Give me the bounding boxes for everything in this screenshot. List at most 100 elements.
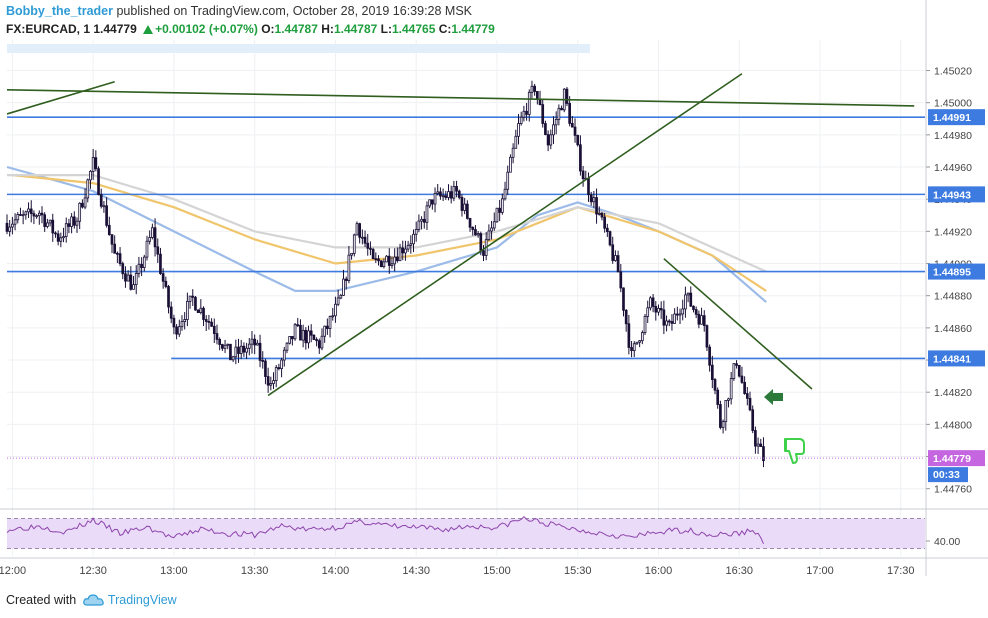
candle-body <box>78 202 82 222</box>
candle-body <box>202 307 205 320</box>
created-with-text: Created with <box>6 593 77 607</box>
x-tick-label: 17:30 <box>887 565 915 577</box>
candle-body <box>29 208 33 215</box>
current-price-tag <box>928 450 985 467</box>
candle-body <box>94 157 98 170</box>
level-tag <box>928 350 985 367</box>
candle-body <box>635 341 639 345</box>
candle-body <box>180 321 184 328</box>
candle-body <box>83 197 87 208</box>
candle-body <box>624 309 628 325</box>
candle-body <box>129 274 133 290</box>
y-tick-label: 1.44820 <box>934 387 972 399</box>
candle-body <box>250 338 254 345</box>
chart-grid <box>7 40 925 556</box>
candle-body <box>274 367 278 382</box>
candle-body <box>153 227 157 248</box>
close-value: 1.44779 <box>451 22 495 36</box>
author-name[interactable]: Bobby_the_trader <box>6 4 113 18</box>
candle-body <box>226 343 230 346</box>
candle-body <box>460 197 464 211</box>
candle-body <box>196 309 200 313</box>
symbol-legend: FX:EURCAD, 1 1.44779 +0.00102 (+0.07%) O… <box>6 22 495 36</box>
candle-body <box>183 319 187 322</box>
moving-average-line <box>12 174 767 292</box>
candle-body <box>611 244 615 261</box>
candle-body <box>530 85 534 93</box>
candle-body <box>390 263 394 266</box>
footer: Created with TradingView <box>6 593 177 607</box>
candle-body <box>299 324 302 341</box>
candle-body <box>67 223 71 227</box>
candle-body <box>161 273 165 282</box>
price-axis[interactable]: 1.450201.450001.449801.449601.449401.449… <box>925 0 972 576</box>
candle-body <box>361 236 364 239</box>
symbol-name[interactable]: FX:EURCAD, 1 <box>6 22 91 36</box>
tradingview-brand[interactable]: TradingView <box>107 593 177 607</box>
candle-body <box>13 219 17 225</box>
open-value: 1.44787 <box>274 22 318 36</box>
candle-body <box>97 168 100 195</box>
candle-body <box>525 110 528 115</box>
candle-body <box>293 324 297 340</box>
candle-body <box>191 295 195 298</box>
candle-body <box>282 349 286 361</box>
candle-body <box>638 340 641 343</box>
trendline <box>6 89 915 107</box>
candle-body <box>315 339 318 342</box>
candle-body <box>721 421 725 428</box>
candle-body <box>334 303 337 317</box>
candle-body <box>468 217 472 228</box>
candle-body <box>519 116 523 124</box>
candle-body <box>608 231 612 246</box>
candle-body <box>312 334 316 340</box>
candle-body <box>762 446 765 462</box>
candle-body <box>452 186 456 199</box>
candles <box>5 80 765 468</box>
time-axis[interactable]: 12:00 12:30 13:00 13:30 14:00 14:30 15:00 15:30… <box>0 557 988 577</box>
candle-body <box>474 229 477 236</box>
candle-body <box>501 198 504 213</box>
candle-body <box>272 380 275 384</box>
candle-body <box>110 234 114 245</box>
candle-body <box>342 278 345 296</box>
candle-body <box>498 207 501 213</box>
candle-body <box>587 178 590 196</box>
candle-body <box>449 191 453 199</box>
candle-body <box>640 332 644 342</box>
x-tick-label: 13:30 <box>241 565 269 577</box>
rsi-band <box>7 518 925 549</box>
candle-body <box>570 122 574 128</box>
candle-body <box>132 284 135 290</box>
candle-body <box>256 342 259 346</box>
candle-body <box>288 336 292 344</box>
candle-body <box>393 256 397 265</box>
candle-body <box>654 306 658 313</box>
y-tick-label: 1.44960 <box>934 162 972 174</box>
candle-body <box>140 263 143 268</box>
candle-body <box>172 317 176 328</box>
candle-body <box>622 287 625 311</box>
level-tag <box>928 263 985 280</box>
candle-body <box>727 398 730 401</box>
candle-body <box>544 123 547 135</box>
candle-body <box>630 347 633 351</box>
rsi-pane <box>0 508 988 549</box>
candle-body <box>277 367 281 369</box>
candle-body <box>694 309 698 315</box>
candle-body <box>667 320 671 323</box>
candle-body <box>705 325 709 348</box>
candle-body <box>186 301 189 320</box>
thumbs-down-icon <box>784 438 805 464</box>
candle-body <box>280 359 283 369</box>
candle-body <box>673 313 676 324</box>
candle-body <box>401 247 405 254</box>
candle-body <box>86 179 90 199</box>
candle-body <box>697 313 701 325</box>
candle-body <box>199 307 203 313</box>
candle-body <box>59 237 63 242</box>
candle-body <box>573 126 577 136</box>
candle-body <box>27 208 30 213</box>
candle-body <box>188 295 192 302</box>
